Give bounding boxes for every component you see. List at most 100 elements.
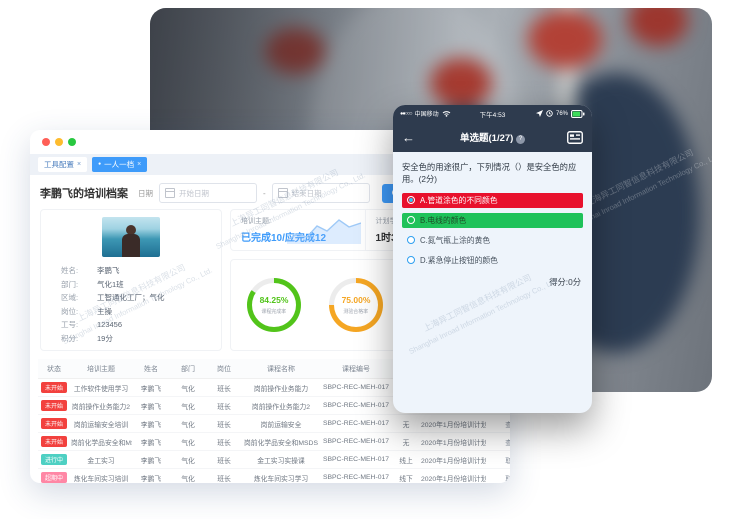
tab-close-icon[interactable]: × [137,161,142,168]
cell-plan: 2020年1月份培训计划 [420,468,486,483]
end-date-placeholder: 结束日期 [291,188,322,198]
cell-action: 查看 [486,432,510,451]
wifi-icon [442,111,450,117]
profile-field: 区域: 工智通化工厂；气化 [41,291,221,305]
cell-plan: 2020年1月份培训计划 [420,432,486,451]
profile-fields: 姓名: 李鹏飞 部门: 气化1班 区域: 工智通化工厂；气化 岗位: 主操 工号: 123456 积… [41,264,221,345]
quiz-option[interactable]: B.电线的颜色 [402,212,583,228]
profile-field: 积分: 19分 [41,332,221,346]
cell-dept: 气化 [170,468,206,483]
table-header-cell: 岗位 [206,359,242,379]
cell-topic: 岗前操作业务能力2 [70,396,132,415]
profile-field-value: 李鹏飞 [97,266,120,275]
row-action-link[interactable]: 查看 [505,422,510,429]
carrier-label: 中国移动 [414,112,439,118]
cell-dept: 气化 [170,396,206,415]
profile-field: 工号: 123456 [41,318,221,332]
option-label: B.电线的颜色 [420,215,467,225]
calendar-icon [165,188,175,198]
row-action-link[interactable]: 取消 [505,458,510,465]
cell-action: 取消 [486,468,510,483]
profile-field-value: 主操 [97,306,112,316]
quiz-title-text: 单选题(1/27) [460,133,514,144]
minimize-window-icon[interactable] [55,138,63,146]
tab-close-icon[interactable]: × [77,161,82,168]
topic-progress-cell: 培训主题: 已完成10/应完成12 [231,210,365,250]
donut-ring [247,278,301,332]
cell-mode: 线上 [392,450,420,469]
cell-code: SBPC-REC-MEH-017 [320,450,392,469]
tab-active-dot-icon: ● [98,161,102,167]
date-range-separator: - [263,188,266,198]
cell-status: 未开始 [38,378,70,397]
cell-dept: 气化 [170,450,206,469]
topic-label: 培训主题: [241,218,271,225]
location-arrow-icon [535,110,543,117]
cell-name: 李鹏飞 [132,450,170,469]
donut-value: 75.00% [341,295,371,305]
status-badge: 未开始 [40,382,67,393]
status-badge: 未开始 [40,418,67,429]
tab-bar: 工具配置 × ● 一人一档 × [30,154,510,175]
cell-post: 班长 [206,432,242,451]
answer-sheet-icon [567,130,583,144]
cell-dept: 气化 [170,414,206,433]
cell-course: 岗前运输安全 [242,414,320,433]
quiz-option[interactable]: C.氮气瓶上涂的黄色 [402,233,583,248]
radio-icon [407,236,415,245]
profile-field-label: 区域: [61,293,79,302]
tab-工具配置[interactable]: 工具配置 × [38,157,88,172]
status-badge: 进行中 [40,454,67,465]
start-date-input[interactable]: 开始日期 [159,183,257,203]
donut-value: 84.25% [259,295,289,305]
status-badge: 超期中 [40,472,67,483]
quiz-content: 安全色的用途很广，下列情况（）是安全色的应用。(2分) A.管道涂色的不同颜色 B… [393,152,592,288]
donut-chart: 75.00% 测验合格率 [329,278,383,332]
quiz-title: 单选题(1/27) ? [393,130,592,144]
donut-label: 课程完成率 [261,309,287,315]
cell-course: 岗前化学品安全和MSDS [242,432,320,451]
answer-sheet-button[interactable] [567,130,583,144]
back-arrow-icon[interactable]: ← [402,129,415,145]
zoom-window-icon[interactable] [68,138,76,146]
end-date-input[interactable]: 结束日期 [271,183,370,203]
row-action-link[interactable]: 取消 [505,476,510,483]
mac-titlebar [30,130,510,154]
start-date-placeholder: 开始日期 [179,188,209,198]
profile-field-value: 123456 [97,320,123,329]
help-icon[interactable]: ? [515,135,525,144]
profile-field-label: 部门: [61,279,79,289]
profile-card: 姓名: 李鹏飞 部门: 气化1班 区域: 工智通化工厂；气化 岗位: 主操 工号: 123456 积… [40,209,222,351]
donut-text: 75.00% 测验合格率 [329,278,383,332]
cell-name: 李鹏飞 [132,414,170,433]
table-row: 未开始 岗前运输安全培训 李鹏飞 气化 班长 岗前运输安全 SBPC-REC-MEH-017… [38,414,510,433]
table-header-cell: 课程名称 [242,359,320,379]
cell-code: SBPC-REC-MEH-017 [320,414,392,433]
tab-一人一档[interactable]: ● 一人一档 × [92,157,148,172]
cell-action: 查看 [486,414,510,433]
cell-mode: 无 [392,414,420,433]
cell-name: 李鹏飞 [132,432,170,451]
quiz-option[interactable]: A.管道涂色的不同颜色 [402,192,583,208]
alarm-clock-icon [546,110,553,117]
table-header-cell: 状态 [38,359,70,379]
table-row: 未开始岗前化学品安全和MSDS李鹏飞气化班长岗前化学品安全和MSDSSBPC-R… [38,432,510,451]
cell-mode: 线下 [392,468,420,483]
status-right-group: 76% [535,109,585,118]
profile-field-label: 姓名: [61,266,79,275]
close-window-icon[interactable] [42,138,50,146]
table-header-cell: 姓名 [132,359,170,379]
cell-course: 岗前操作业务能力2 [242,396,320,415]
cell-topic: 炼化车间实习培训 [70,468,132,483]
donut-ring [329,278,383,332]
question-text: 安全色的用途很广，下列情况（）是安全色的应用。(2分) [402,162,577,185]
signal-dots-icon: ●●○○○ [400,110,413,117]
battery-percent: 76% [555,110,568,117]
profile-field: 姓名: 李鹏飞 [41,264,221,278]
option-label: D.紧急停止按钮的颜色 [420,255,498,265]
cell-dept: 气化 [170,432,206,451]
quiz-option[interactable]: D.紧急停止按钮的颜色 [402,253,583,268]
row-action-link[interactable]: 查看 [505,440,510,447]
cell-name: 李鹏飞 [132,396,170,415]
tab-label: 一人一档 [104,160,135,169]
